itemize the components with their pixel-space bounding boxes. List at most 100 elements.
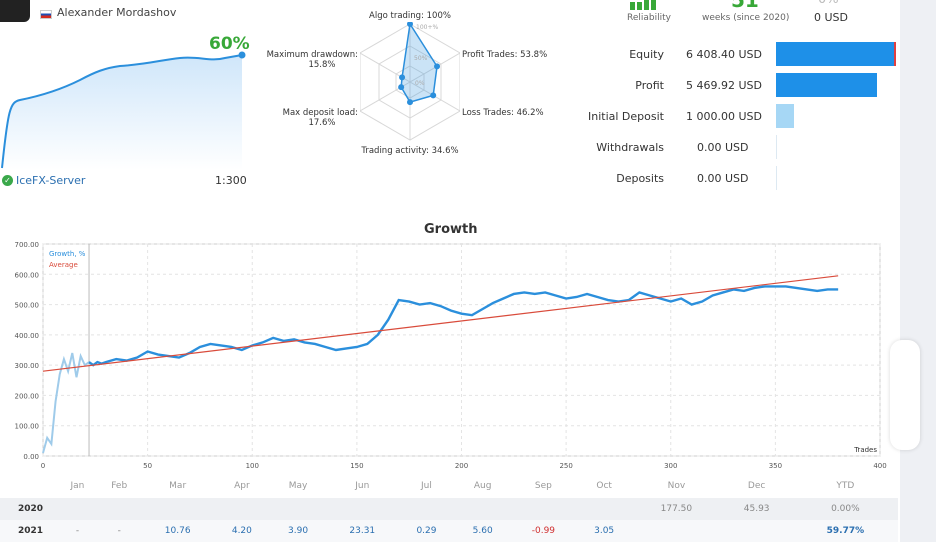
- y-tick-label: 700.00: [15, 241, 40, 249]
- mini-growth-endpoint: [238, 51, 246, 59]
- table-header-cell: Feb: [111, 481, 128, 491]
- y-tick-label: 400.00: [15, 332, 40, 340]
- table-header-cell: Jul: [421, 481, 432, 491]
- table-header-cell: Aug: [473, 481, 492, 491]
- radar-ring-label: 50%: [414, 55, 428, 62]
- year-cell: 2021: [0, 520, 58, 542]
- radar-value-point: [434, 63, 441, 70]
- chart-title: Growth: [424, 222, 478, 237]
- month-value-cell: -: [96, 520, 142, 542]
- month-value-cell: 4.20: [213, 520, 270, 542]
- financial-label: Equity: [629, 48, 664, 61]
- month-value-cell: 0.29: [398, 520, 455, 542]
- x-tick-label: 250: [559, 462, 572, 470]
- radar-loss-label: Loss Trades: 46.2%: [462, 108, 544, 118]
- financial-bar: [776, 135, 777, 159]
- table-row: 2021- -10.76 4.20 3.90 23.31 0.29 5.60 -0.99 3.0…: [0, 520, 898, 542]
- month-value-cell: 3.05: [576, 520, 633, 542]
- mini-growth-chart: [1, 51, 246, 170]
- table-header-cell: Jun: [355, 481, 370, 491]
- mini-growth-line: [1, 54, 243, 169]
- month-value-cell: -0.99: [510, 520, 577, 542]
- radar-value-point: [398, 84, 405, 91]
- radar-algo-label: Algo trading: 100%: [369, 11, 451, 21]
- financial-bar: [776, 104, 795, 128]
- y-tick-label: 300.00: [15, 362, 40, 370]
- financial-bar: [776, 42, 896, 66]
- x-tick-label: 200: [455, 462, 468, 470]
- month-value-cell: [213, 498, 270, 520]
- month-value-cell: [454, 498, 511, 520]
- server-link[interactable]: IceFX-Server: [16, 174, 86, 187]
- financial-bar: [776, 166, 777, 190]
- financial-label: Withdrawals: [596, 141, 664, 154]
- month-value-cell: [96, 498, 142, 520]
- growth-series-line: [88, 285, 839, 367]
- side-panel-edge: [890, 0, 936, 542]
- radar-profit-label: Profit Trades: 53.8%: [462, 50, 548, 60]
- x-tick-label: 50: [143, 462, 152, 470]
- radar-chart: 100+% 50% 0%: [360, 22, 460, 141]
- ytd-cell: 59.77%: [792, 520, 898, 542]
- month-value-cell: 10.76: [141, 520, 214, 542]
- growth-chart: 0.00 100.00 200.00 300.00 400.00 500.00 600.00…: [15, 241, 887, 470]
- radar-deposit-load-label: Max deposit load: 17.6%: [262, 108, 358, 128]
- financial-value: 1 000.00 USD: [686, 110, 762, 123]
- month-value-cell: -: [58, 520, 97, 542]
- russia-flag-icon: [40, 10, 52, 19]
- x-tick-label: 100: [246, 462, 259, 470]
- radar-drawdown-value: 15.8%: [308, 60, 336, 70]
- reliability-label: Reliability: [627, 13, 671, 23]
- table-header-cell: [0, 474, 58, 498]
- legend-growth: Growth, %: [49, 250, 86, 258]
- financial-value: 0.00 USD: [697, 141, 749, 154]
- usd-label: 0 USD: [814, 11, 848, 24]
- x-axis-label: Trades: [853, 446, 877, 454]
- y-tick-label: 600.00: [15, 271, 40, 279]
- y-tick-label: 500.00: [15, 302, 40, 310]
- radar-drawdown-title: Maximum drawdown:: [266, 50, 358, 60]
- month-value-cell: [632, 520, 721, 542]
- month-value-cell: 23.31: [326, 520, 399, 542]
- month-value-cell: 3.90: [269, 520, 327, 542]
- monthly-returns-table: Jan Feb Mar Apr May Jun Jul Aug Sep Oct Nov Dec YTD 2…: [0, 474, 898, 542]
- mini-growth-area: [2, 55, 242, 170]
- month-value-cell: [269, 498, 327, 520]
- year-cell: 2020: [0, 498, 58, 520]
- y-tick-label: 0.00: [23, 453, 39, 461]
- table-header-cell: Mar: [169, 481, 187, 491]
- month-value-cell: [326, 498, 399, 520]
- table-header-cell: May: [288, 481, 308, 491]
- table-row: 2020 177.50 45.93 0.00%: [0, 498, 898, 520]
- radar-axis: [360, 52, 460, 112]
- table-header-cell: Dec: [747, 481, 766, 491]
- average-series-line: [42, 275, 839, 372]
- y-tick-label: 200.00: [15, 392, 40, 400]
- radar-deposit-load-value: 17.6%: [308, 118, 336, 128]
- month-value-cell: 177.50: [632, 498, 721, 520]
- avatar[interactable]: [0, 0, 30, 22]
- radar-deposit-load-title: Max deposit load:: [282, 108, 358, 118]
- side-widget[interactable]: [890, 340, 920, 450]
- growth-series-line-early: [42, 352, 90, 454]
- radar-ring-label: 0%: [415, 80, 425, 87]
- table-header-cell: Sep: [534, 481, 552, 491]
- reliability-bars-icon: [630, 0, 658, 10]
- month-value-cell: [720, 520, 793, 542]
- financial-label: Initial Deposit: [588, 110, 664, 123]
- trader-name[interactable]: Alexander Mordashov: [57, 6, 177, 19]
- x-tick-label: 400: [873, 462, 886, 470]
- x-tick-label: 350: [769, 462, 782, 470]
- weeks-label: weeks (since 2020): [702, 13, 790, 23]
- month-value-cell: [398, 498, 455, 520]
- table-header-cell: Jan: [70, 481, 85, 491]
- financial-value: 6 408.40 USD: [686, 48, 762, 61]
- month-value-cell: [510, 498, 577, 520]
- x-tick-label: 150: [350, 462, 363, 470]
- radar-drawdown-label: Maximum drawdown: 15.8%: [262, 50, 358, 70]
- x-tick-label: 0: [41, 462, 45, 470]
- radar-value-point: [407, 99, 413, 106]
- weeks-value: 51: [731, 0, 759, 12]
- financial-value: 0.00 USD: [697, 172, 749, 185]
- legend-average: Average: [49, 261, 78, 269]
